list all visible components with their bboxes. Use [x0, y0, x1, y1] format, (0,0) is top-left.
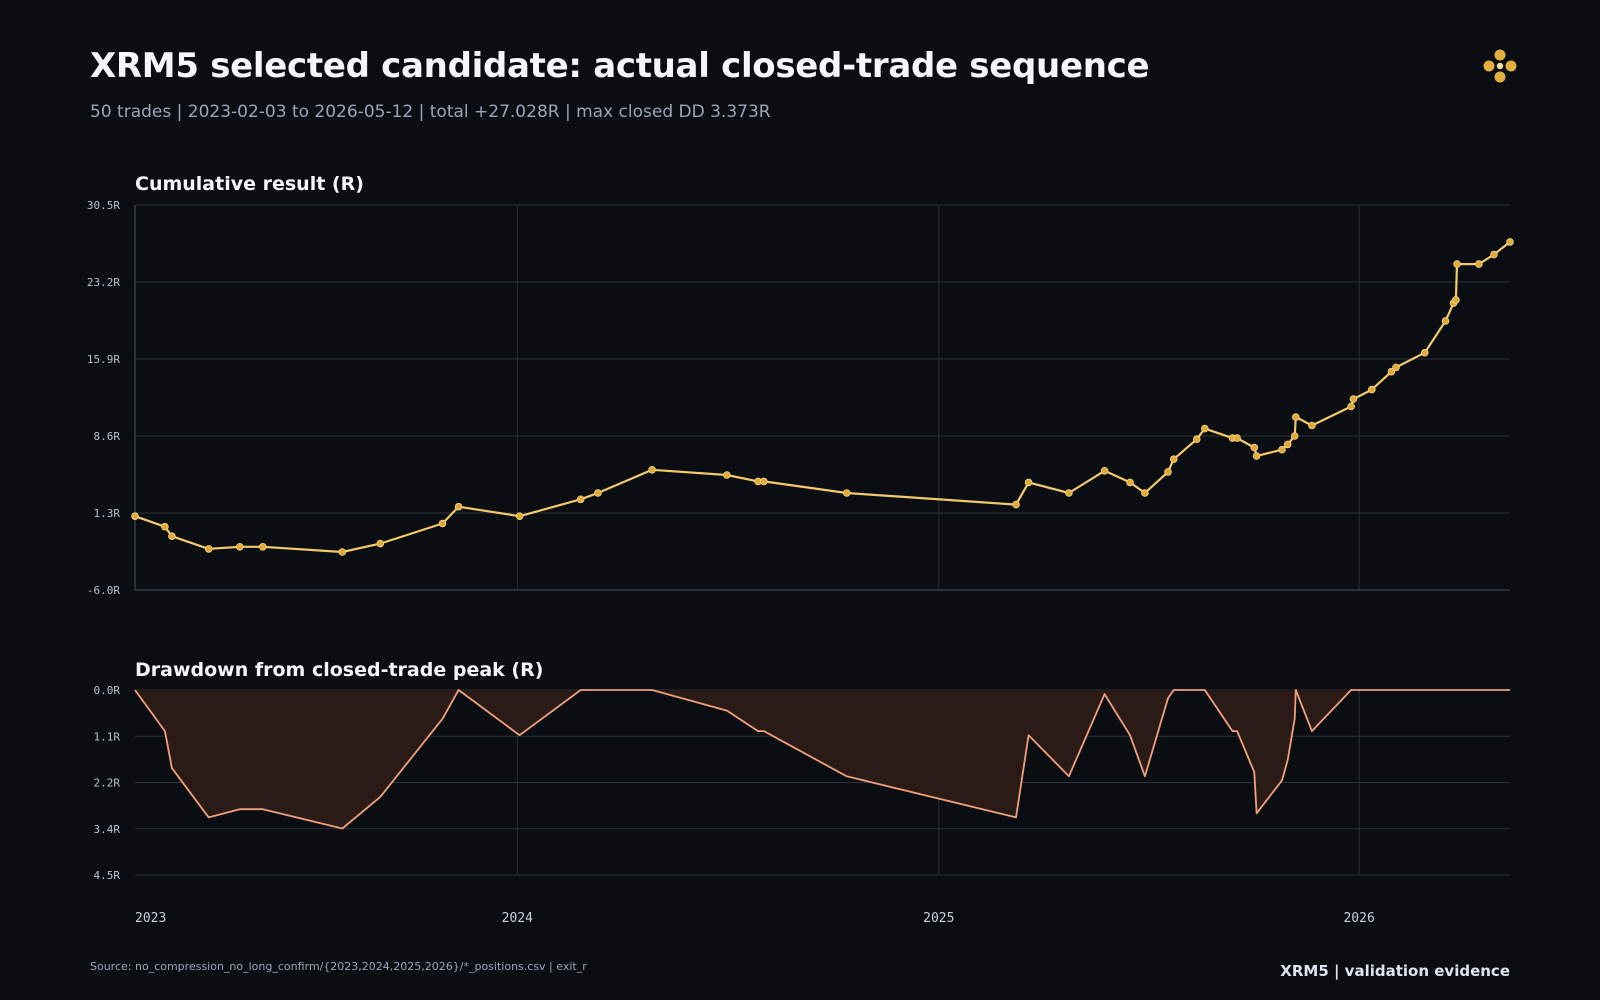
equity-point	[759, 477, 768, 486]
equity-point	[1347, 402, 1355, 411]
equity-point	[1387, 367, 1396, 376]
equity-point	[1252, 452, 1261, 460]
drawdown-line	[134, 689, 1510, 830]
equity-point	[1169, 455, 1178, 464]
equity-point	[1308, 421, 1316, 430]
equity-point	[454, 502, 463, 511]
x-tick-label: 2025	[923, 911, 954, 926]
equity-point	[1368, 385, 1376, 394]
drawdown-panel-title: Drawdown from closed-trade peak (R)	[135, 659, 544, 681]
equity-point	[1506, 238, 1514, 246]
x-tick-label: 2024	[502, 911, 533, 926]
equity-point	[1392, 363, 1400, 372]
page-subtitle: 50 trades | 2023-02-03 to 2026-05-12 | t…	[90, 102, 771, 122]
equity-point	[1164, 468, 1172, 476]
drawdown-area-layer	[135, 690, 1510, 829]
equity-point	[1193, 435, 1201, 444]
equity-point	[168, 532, 176, 540]
x-tick-label: 2026	[1343, 911, 1374, 926]
page-title: XRM5 selected candidate: actual closed-t…	[90, 46, 1150, 86]
equity-point	[438, 519, 447, 528]
drawdown-y-tick-label: 0.0R	[94, 684, 121, 697]
equity-y-tick-label: 1.3R	[94, 507, 121, 520]
equity-point	[1349, 395, 1358, 403]
drawdown-y-tick-label: 3.4R	[94, 823, 121, 836]
equity-point	[204, 545, 213, 553]
equity-point	[648, 465, 656, 474]
equity-point	[258, 542, 267, 551]
equity-point	[1453, 260, 1461, 268]
equity-point	[723, 471, 731, 479]
equity-point	[842, 489, 851, 497]
equity-point	[1250, 443, 1259, 452]
equity-point	[1065, 489, 1073, 497]
equity-point	[1024, 478, 1033, 487]
drawdown-y-tick-label: 4.5R	[94, 869, 121, 882]
equity-point	[338, 548, 347, 556]
equity-point	[1290, 432, 1299, 440]
source-note: Source: no_compression_no_long_confirm/{…	[90, 960, 587, 973]
equity-y-tick-label: 30.5R	[87, 199, 120, 212]
equity-point	[236, 542, 244, 551]
equity-y-tick-label: 8.6R	[94, 430, 121, 443]
drawdown-y-tick-label: 1.1R	[94, 730, 121, 743]
four-dot-diamond-icon	[1483, 49, 1517, 83]
equity-point	[594, 489, 602, 497]
equity-point	[1441, 317, 1450, 325]
equity-point	[1490, 250, 1498, 259]
drawdown-y-tick-label: 2.2R	[94, 777, 121, 790]
equity-y-tick-label: 23.2R	[87, 276, 120, 289]
equity-point	[1452, 296, 1460, 304]
equity-point	[131, 512, 139, 520]
equity-point	[161, 522, 169, 531]
equity-panel-title: Cumulative result (R)	[135, 173, 364, 195]
equity-line	[134, 241, 1511, 554]
equity-point	[1141, 489, 1149, 497]
equity-point	[576, 495, 585, 504]
equity-point	[515, 512, 524, 520]
axis-label-layer: 30.5R 23.2R 15.9R 8.6R 1.3R -6.0R 0.0R 1.1R 2.2R…	[87, 199, 1375, 926]
equity-point	[1201, 424, 1209, 433]
equity-point	[376, 539, 385, 548]
equity-point	[1126, 478, 1134, 487]
equity-point	[1283, 440, 1292, 449]
equity-point	[1278, 445, 1286, 454]
equity-point	[1421, 348, 1429, 357]
marker-layer	[131, 238, 1514, 556]
drawdown-area	[135, 690, 1510, 829]
equity-y-tick-label: 15.9R	[87, 353, 120, 366]
equity-point	[1292, 413, 1300, 421]
equity-point	[1100, 466, 1109, 475]
equity-point	[1475, 260, 1483, 268]
equity-y-tick-label: -6.0R	[87, 584, 120, 597]
equity-point	[1233, 434, 1241, 442]
equity-point	[1012, 500, 1020, 509]
footer-badge: XRM5 | validation evidence	[1280, 962, 1510, 980]
x-tick-label: 2023	[135, 911, 166, 926]
